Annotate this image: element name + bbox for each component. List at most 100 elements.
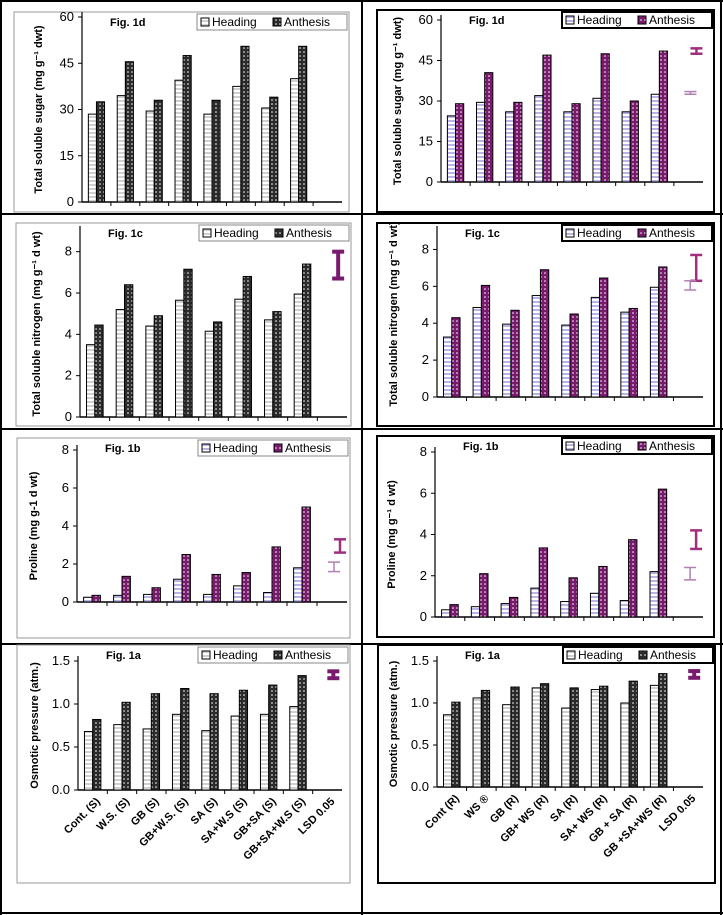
bar-anthesis: [628, 680, 638, 788]
y-axis-label: Osmotic pressure (atm.): [29, 662, 41, 789]
bar-heading: [116, 95, 126, 203]
bar-heading: [261, 107, 271, 203]
bar-heading: [443, 714, 453, 788]
figure-title: Fig. 1c: [465, 228, 500, 240]
y-tick-label: 30: [60, 102, 74, 117]
legend-label-heading: Heading: [213, 441, 258, 455]
bar-anthesis: [181, 554, 191, 603]
chart-svg: 0.0 0.5 1.0 1.5 Osmotic pressure (atm.) Fig. …: [377, 644, 716, 884]
bar-anthesis: [211, 573, 221, 603]
bar-heading: [502, 704, 512, 788]
chart-frame: [377, 644, 716, 884]
bar-heading: [563, 111, 573, 183]
bar-anthesis: [209, 693, 219, 791]
figure-title: Fig. 1c: [108, 228, 143, 240]
chart-frame: [376, 222, 715, 427]
bar-anthesis: [479, 573, 489, 618]
y-tick-label: 2: [65, 368, 72, 383]
legend-box: [561, 224, 713, 242]
bar-heading: [173, 578, 183, 603]
legend-box: [561, 11, 713, 29]
legend-swatch-heading: [201, 650, 211, 660]
bar-heading: [113, 724, 123, 791]
bar-heading: [171, 713, 182, 791]
bar-heading: [204, 330, 214, 418]
y-tick-label: 6: [420, 485, 427, 500]
bar-heading: [115, 309, 126, 418]
bar-anthesis: [480, 689, 491, 788]
bar-heading: [259, 713, 270, 791]
bar-anthesis: [542, 54, 552, 183]
y-tick-label: 60: [419, 12, 433, 27]
legend-box: [562, 646, 714, 664]
y-axis-label: Total soluble sugar (mg g⁻¹ dwt): [33, 25, 45, 193]
bar-anthesis: [271, 546, 281, 603]
bar-anthesis: [598, 565, 608, 618]
bar-heading: [620, 702, 630, 788]
bar-anthesis: [569, 687, 579, 788]
bar-anthesis: [91, 594, 101, 603]
bar-heading: [113, 594, 123, 603]
legend-label-heading: Heading: [578, 648, 623, 662]
bar-heading: [650, 93, 660, 183]
chart-panel-1b-s: 0 2 4 6 8 Proline (mg g-1 d wt) Fig. 1b Heading…: [2, 430, 361, 643]
bar-heading: [232, 85, 242, 203]
legend-swatch-anthesis: [637, 441, 647, 451]
bar-heading: [145, 110, 155, 203]
column-divider: [361, 0, 363, 915]
legend-label-anthesis: Anthesis: [285, 648, 331, 662]
bar-heading: [234, 298, 244, 418]
bar-anthesis: [153, 99, 163, 203]
bar-anthesis: [150, 693, 161, 791]
bar-anthesis: [539, 683, 550, 788]
legend-box: [197, 646, 349, 664]
bar-anthesis: [268, 684, 278, 791]
legend-swatch-anthesis: [274, 228, 284, 238]
bar-heading: [293, 567, 303, 603]
bar-heading: [443, 336, 453, 398]
bar-heading: [649, 684, 660, 788]
bar-heading: [470, 606, 481, 618]
chart-panel-1a-s: 0.0 0.5 1.0 1.5 Osmotic pressure (atm.) Fig. …: [2, 644, 361, 912]
legend-swatch-anthesis: [637, 15, 647, 25]
legend-label-anthesis: Anthesis: [649, 439, 695, 453]
chart-svg: 0 2 4 6 8 Total soluble nitrogen (mg g⁻¹ d wt…: [15, 222, 352, 427]
y-tick-label: 0.5: [411, 737, 429, 752]
legend-swatch-anthesis: [272, 17, 282, 27]
legend-swatch-anthesis: [273, 443, 283, 453]
chart-svg: 0 2 4 6 8 Proline (mg g-1 d wt) Fig. 1b Heading…: [16, 437, 351, 639]
bar-anthesis: [510, 686, 520, 788]
row-divider-3: [0, 643, 723, 645]
legend-label-anthesis: Anthesis: [649, 13, 695, 27]
chart-panel-1d-r: 0 15 30 45 60 Total soluble sugar (mg g⁻¹ dwt…: [363, 2, 720, 213]
y-tick-label: 6: [422, 278, 429, 293]
figure-title: Fig. 1d: [469, 15, 504, 27]
bar-heading: [530, 587, 540, 618]
bar-heading: [203, 593, 213, 603]
bar-anthesis: [124, 61, 134, 203]
chart-svg: 0 15 30 45 60 Total soluble sugar (mg g⁻¹ dwt…: [13, 9, 350, 213]
bar-anthesis: [571, 103, 581, 183]
figure-title: Fig. 1d: [110, 17, 145, 29]
bar-heading: [174, 79, 184, 203]
bar-heading: [531, 687, 541, 788]
bar-anthesis: [180, 688, 190, 791]
bar-anthesis: [92, 718, 102, 791]
y-tick-label: 30: [419, 93, 433, 108]
row-divider-1: [0, 213, 723, 215]
y-tick-label: 8: [62, 442, 69, 457]
bar-anthesis: [508, 596, 519, 618]
chart-svg: 0 15 30 45 60 Total soluble sugar (mg g⁻¹ dwt…: [376, 9, 715, 213]
bar-anthesis: [658, 673, 668, 788]
y-tick-label: 0.0: [52, 782, 70, 797]
bar-heading: [201, 730, 211, 791]
bar-anthesis: [451, 317, 461, 398]
y-tick-label: 15: [419, 134, 433, 149]
bar-anthesis: [568, 577, 578, 618]
chart-panel-1a-r: 0.0 0.5 1.0 1.5 Osmotic pressure (atm.) Fig. …: [363, 644, 720, 912]
y-tick-label: 1.0: [411, 695, 429, 710]
y-tick-label: 2: [420, 568, 427, 583]
bar-anthesis: [513, 101, 523, 183]
x-tick-label: Cont (R): [423, 792, 462, 831]
